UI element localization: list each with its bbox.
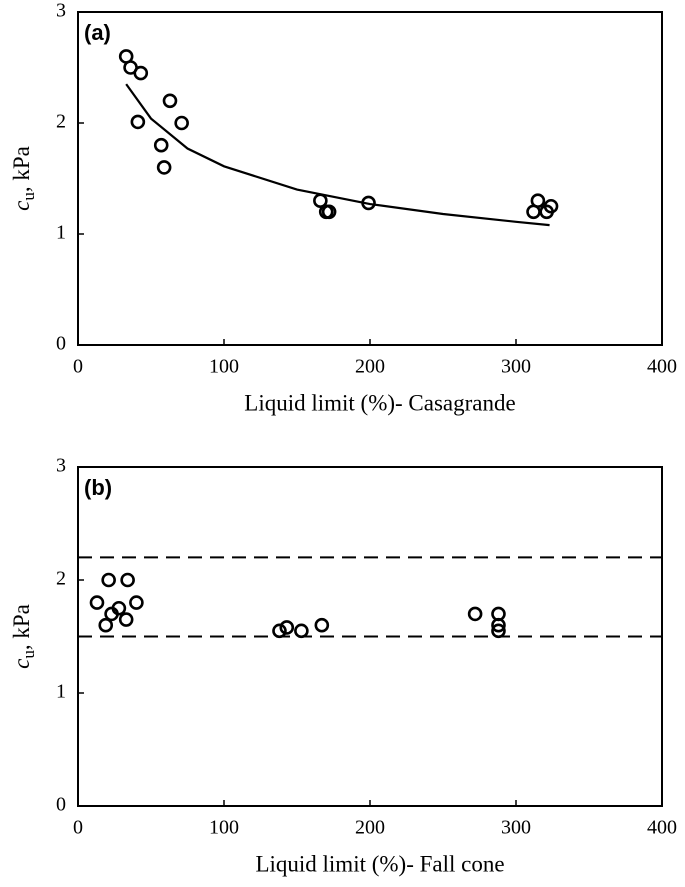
data-point xyxy=(313,193,328,208)
plot-frame xyxy=(77,11,663,346)
panel-label: (b) xyxy=(84,475,112,500)
y-axis-subscript: u xyxy=(19,650,38,659)
data-point xyxy=(174,115,189,131)
y-axis-symbol: c xyxy=(9,659,34,669)
data-point xyxy=(120,572,135,588)
x-tick-label: 100 xyxy=(209,817,239,839)
y-tick-label: 2 xyxy=(56,568,66,590)
y-axis-subscript: u xyxy=(19,192,38,201)
y-tick-label: 0 xyxy=(56,794,66,816)
data-point xyxy=(361,195,376,211)
x-tick-label: 300 xyxy=(501,356,531,378)
y-tick-label: 3 xyxy=(56,455,66,477)
x-axis-title: Liquid limit (%)- Casagrande xyxy=(244,390,515,415)
data-point xyxy=(314,617,330,633)
y-axis-symbol: c xyxy=(9,201,34,211)
data-point xyxy=(156,160,172,175)
x-tick-label: 300 xyxy=(501,817,531,839)
x-tick-label: 200 xyxy=(355,356,385,378)
data-point xyxy=(101,572,116,588)
data-point xyxy=(467,606,483,622)
data-point xyxy=(118,612,134,627)
data-point xyxy=(133,65,149,81)
y-tick-label: 3 xyxy=(56,0,66,22)
data-point xyxy=(530,193,546,208)
data-point xyxy=(272,623,287,639)
y-tick-label: 1 xyxy=(56,222,66,244)
fit-curve xyxy=(125,83,550,227)
data-point xyxy=(130,114,146,130)
y-tick-label: 2 xyxy=(56,111,66,133)
y-tick-label: 1 xyxy=(56,681,66,703)
y-axis-title: cu, kPa xyxy=(9,604,38,669)
x-tick-label: 400 xyxy=(647,356,677,378)
data-point xyxy=(98,617,114,633)
data-point xyxy=(543,198,559,214)
x-tick-label: 200 xyxy=(355,817,385,839)
x-tick-label: 400 xyxy=(647,817,677,839)
y-axis-title: cu, kPa xyxy=(9,146,38,211)
data-point xyxy=(321,204,337,220)
x-tick-label: 100 xyxy=(209,356,239,378)
data-point xyxy=(162,93,178,109)
y-axis-unit: , kPa xyxy=(9,604,34,650)
data-point xyxy=(129,595,144,610)
x-tick-label: 0 xyxy=(73,817,83,839)
data-point xyxy=(491,623,506,639)
y-tick-label: 0 xyxy=(56,333,66,355)
data-point xyxy=(153,137,169,153)
x-axis-title: Liquid limit (%)- Fall cone xyxy=(255,851,504,876)
data-point xyxy=(491,617,506,633)
x-tick-label: 0 xyxy=(73,356,83,378)
data-point xyxy=(89,595,105,610)
data-point xyxy=(279,620,295,635)
data-point xyxy=(294,623,309,639)
data-point xyxy=(111,600,127,616)
panel-label: (a) xyxy=(84,20,111,45)
y-axis-unit: , kPa xyxy=(9,146,34,192)
